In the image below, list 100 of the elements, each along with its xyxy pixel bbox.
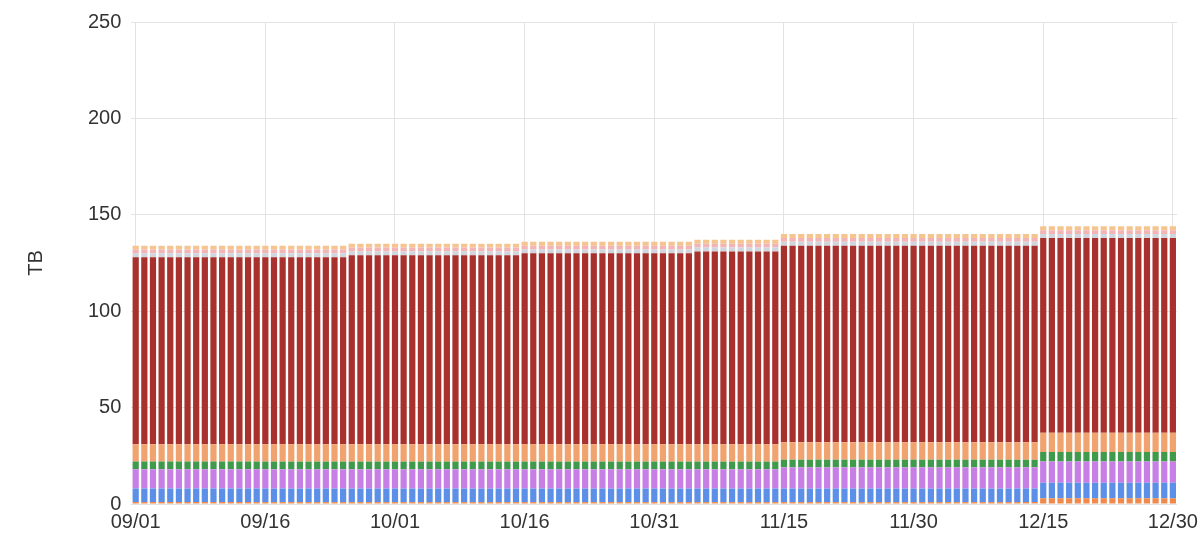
bar xyxy=(1040,451,1047,462)
bar xyxy=(953,245,960,443)
bar xyxy=(858,467,865,489)
bar xyxy=(167,253,174,258)
bar xyxy=(841,234,848,238)
bar xyxy=(1152,230,1159,235)
bar xyxy=(478,469,485,489)
bar xyxy=(772,444,779,462)
bar xyxy=(314,488,321,503)
bar xyxy=(435,444,442,462)
bar xyxy=(746,239,753,244)
x-tick-label: 12/15 xyxy=(1018,509,1069,532)
bar xyxy=(893,467,900,489)
bar xyxy=(875,467,883,489)
bar xyxy=(1109,482,1116,499)
bar xyxy=(1022,442,1030,460)
bar xyxy=(1005,241,1012,246)
bar xyxy=(210,253,217,258)
bar xyxy=(201,488,208,503)
bar xyxy=(331,245,338,250)
bar xyxy=(867,467,874,489)
bar xyxy=(374,251,381,256)
bar xyxy=(815,237,822,242)
bar xyxy=(504,255,511,445)
bar xyxy=(694,469,701,489)
bar xyxy=(1143,498,1151,504)
bar xyxy=(927,442,934,460)
bar xyxy=(893,245,900,443)
x-tick-label: 11/15 xyxy=(759,509,809,532)
bar xyxy=(970,237,978,242)
bar xyxy=(677,469,684,489)
bar xyxy=(625,444,632,462)
bar xyxy=(841,459,848,468)
bar xyxy=(400,469,407,489)
bar xyxy=(824,442,831,460)
bar xyxy=(1048,482,1055,499)
bar xyxy=(936,467,943,489)
bar xyxy=(875,237,883,242)
bar xyxy=(305,253,312,258)
bar xyxy=(720,469,727,489)
bar xyxy=(824,237,831,242)
bar xyxy=(633,469,641,489)
bar xyxy=(210,461,217,470)
bar xyxy=(504,469,511,489)
bar xyxy=(193,488,200,503)
bar xyxy=(694,488,701,503)
bar xyxy=(953,488,960,503)
bar xyxy=(478,461,485,470)
bar xyxy=(1048,461,1055,483)
bar xyxy=(314,245,321,250)
bar xyxy=(1022,234,1030,238)
bar xyxy=(798,245,805,443)
bar xyxy=(789,245,796,443)
bar xyxy=(521,241,528,246)
bar xyxy=(875,234,883,238)
bar xyxy=(1169,230,1176,235)
bar xyxy=(685,469,692,489)
bar xyxy=(798,488,805,503)
bar xyxy=(728,239,736,244)
bar xyxy=(633,245,641,250)
bar xyxy=(1014,442,1021,460)
bar xyxy=(244,245,252,250)
bar xyxy=(288,444,295,462)
bar xyxy=(1152,482,1159,499)
bar xyxy=(910,241,917,246)
bar xyxy=(1014,488,1021,503)
bar xyxy=(815,245,822,443)
bar xyxy=(1040,230,1047,235)
bar xyxy=(1031,442,1038,460)
bar xyxy=(979,245,986,443)
bar xyxy=(832,467,839,489)
bar xyxy=(642,241,649,246)
bar xyxy=(504,488,511,503)
bar xyxy=(945,234,952,238)
bar xyxy=(945,245,952,443)
bar xyxy=(1135,461,1142,483)
bar xyxy=(279,444,286,462)
bar xyxy=(841,488,848,503)
bar xyxy=(469,255,476,445)
bar xyxy=(305,469,312,489)
bar xyxy=(383,255,390,445)
bar xyxy=(945,467,952,489)
bar xyxy=(772,488,779,503)
bar xyxy=(599,444,606,462)
bar xyxy=(573,461,580,470)
bar xyxy=(530,253,537,445)
bar xyxy=(875,245,883,443)
bar xyxy=(1143,432,1151,452)
bar xyxy=(582,469,589,489)
bar xyxy=(409,251,416,256)
bar xyxy=(1083,432,1090,452)
bar xyxy=(763,444,770,462)
bar xyxy=(616,245,623,250)
bar xyxy=(668,245,675,250)
bar xyxy=(486,469,494,489)
bar xyxy=(1083,226,1090,231)
bar xyxy=(357,243,364,248)
bar xyxy=(184,444,191,462)
bar xyxy=(296,245,304,250)
bar xyxy=(996,245,1004,443)
